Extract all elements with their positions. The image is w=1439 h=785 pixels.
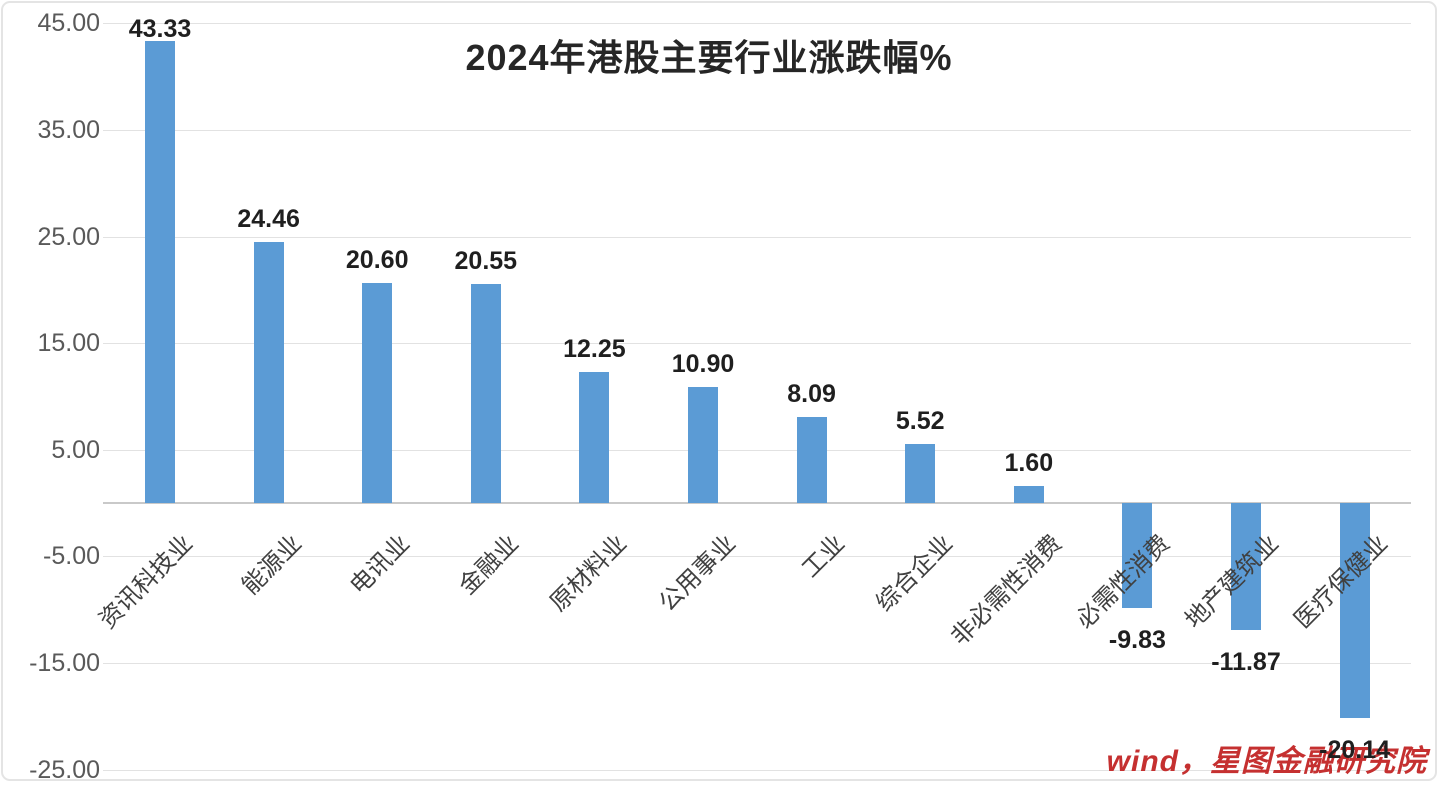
category-label: 综合企业 bbox=[871, 529, 959, 617]
category-label: 电讯业 bbox=[345, 529, 416, 600]
bar bbox=[470, 283, 501, 503]
bar-value-label: -20.14 bbox=[1319, 735, 1391, 764]
y-axis-tick-label: 5.00 bbox=[51, 435, 100, 464]
category-label: 非必需性消费 bbox=[945, 529, 1067, 651]
bar-value-label: 43.33 bbox=[128, 15, 192, 43]
source-watermark: wind，星图金融研究院 bbox=[1106, 745, 1427, 778]
category-label: 金融业 bbox=[453, 529, 524, 600]
chart-title: 2024年港股主要行业涨跌幅% bbox=[465, 37, 953, 78]
bar bbox=[1122, 503, 1153, 608]
bar-value-label: -11.87 bbox=[1211, 647, 1281, 676]
gridline bbox=[103, 449, 1411, 451]
bar bbox=[688, 386, 718, 503]
bar-value-label: -9.83 bbox=[1108, 625, 1166, 654]
bar bbox=[1013, 485, 1044, 503]
y-axis-tick-label: -25.00 bbox=[29, 755, 100, 784]
bar-value-label: 20.55 bbox=[454, 246, 518, 275]
category-label: 必需性消费 bbox=[1071, 529, 1176, 634]
bar bbox=[796, 416, 827, 503]
y-axis-tick-label: 45.00 bbox=[37, 9, 100, 38]
bar-value-label: 8.09 bbox=[787, 379, 836, 408]
bar bbox=[145, 41, 175, 503]
x-axis-line bbox=[103, 502, 1411, 504]
y-axis-tick-label: 35.00 bbox=[37, 115, 100, 144]
category-label: 地产建筑业 bbox=[1180, 529, 1285, 634]
bar-value-label: 12.25 bbox=[563, 335, 626, 364]
bar-value-label: 20.60 bbox=[345, 246, 409, 275]
bar bbox=[579, 372, 610, 503]
category-label: 原材料业 bbox=[545, 529, 633, 617]
bar-value-label: 24.46 bbox=[237, 205, 300, 234]
bar bbox=[253, 242, 284, 503]
gridline bbox=[103, 129, 1411, 131]
bar bbox=[362, 283, 393, 503]
category-label: 能源业 bbox=[236, 529, 307, 600]
bar bbox=[1339, 503, 1370, 718]
y-axis-tick-label: -15.00 bbox=[29, 648, 100, 677]
gridline bbox=[103, 23, 1411, 25]
bar-value-label: 10.90 bbox=[671, 349, 735, 378]
category-label: 工业 bbox=[796, 529, 850, 583]
gridline bbox=[103, 662, 1411, 664]
y-axis-tick-label: 15.00 bbox=[37, 329, 100, 358]
category-label: 公用事业 bbox=[654, 529, 742, 617]
bar-value-label: 5.52 bbox=[895, 407, 945, 436]
gridline bbox=[103, 556, 1411, 558]
gridline bbox=[103, 769, 1411, 771]
gridline bbox=[103, 343, 1411, 345]
gridline bbox=[103, 236, 1411, 238]
category-label: 医疗保健业 bbox=[1288, 529, 1393, 634]
bar bbox=[1231, 503, 1261, 630]
y-axis-tick-label: 25.00 bbox=[37, 222, 100, 251]
bar bbox=[905, 444, 936, 503]
category-label: 资讯科技业 bbox=[94, 529, 199, 634]
bar-value-label: 1.60 bbox=[1004, 448, 1054, 477]
y-axis-tick-label: -5.00 bbox=[43, 542, 100, 571]
